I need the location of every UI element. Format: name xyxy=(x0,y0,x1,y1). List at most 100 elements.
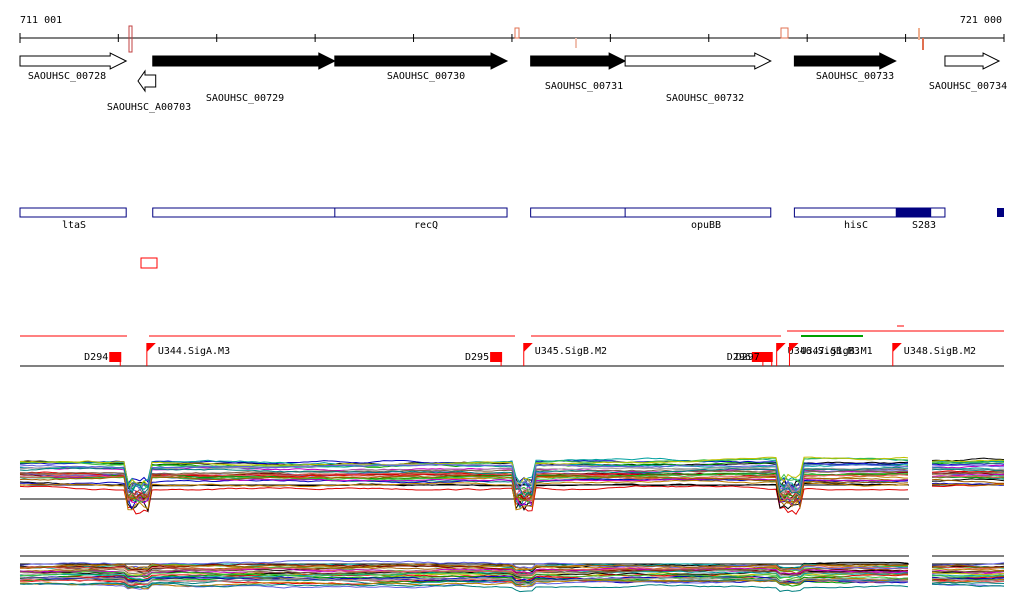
gene-label: SAOUHSC_00730 xyxy=(387,71,465,82)
feature-edge-block xyxy=(997,208,1004,217)
gene-track: SAOUHSC_00728 SAOUHSC_A00703 SAOUHSC_00729… xyxy=(19,52,1007,113)
feature-opubb[interactable] xyxy=(530,207,772,218)
expression-profile-line xyxy=(931,483,1005,486)
gene-arrow-saouhsc_00728[interactable] xyxy=(19,52,128,70)
gene-arrow-saouhsc_00731[interactable] xyxy=(530,52,627,70)
expression-profile-line xyxy=(19,568,909,577)
feature-label: hisC xyxy=(844,220,868,231)
tu-promoter-flag[interactable] xyxy=(776,343,786,352)
expression-profile-line xyxy=(19,578,909,590)
tu-promoter-flag[interactable] xyxy=(892,343,902,352)
gene-label: SAOUHSC_A00703 xyxy=(107,102,191,113)
feature-label: recQ xyxy=(414,220,438,231)
gene-arrow-saouhsc_00732[interactable] xyxy=(624,52,772,70)
ruler-marker xyxy=(780,27,789,39)
feature-track: ltaS recQ opuBB hisC S283 xyxy=(19,207,1004,231)
expression-profile-line xyxy=(931,583,1005,588)
expression-profile-line xyxy=(931,461,1004,464)
expression-profile-line xyxy=(19,574,909,583)
expression-profile-line xyxy=(931,564,1005,569)
tu-label: U347.SigB.M1 xyxy=(800,346,872,357)
gene-arrow-saouhsc_00730[interactable] xyxy=(334,52,509,70)
expression-profile-line xyxy=(20,574,909,583)
expression-profile-line xyxy=(19,582,909,593)
feature-label: ltaS xyxy=(62,220,86,231)
ruler-marker xyxy=(918,28,920,40)
expression-profile-line xyxy=(931,475,1005,479)
expression-profile-line xyxy=(931,473,1005,477)
feature-marker-box xyxy=(140,257,158,269)
expression-profile-upper xyxy=(19,456,1005,515)
expression-profile-line xyxy=(931,471,1005,475)
tu-promoter-flag[interactable] xyxy=(146,343,156,352)
gene-label: SAOUHSC_00729 xyxy=(206,93,284,104)
expression-profile-line xyxy=(931,478,1004,484)
tu-promoter-flag[interactable] xyxy=(789,343,799,352)
tu-terminator-block[interactable] xyxy=(751,352,764,362)
expression-profile-line xyxy=(20,472,909,503)
feature-ltas[interactable] xyxy=(19,207,127,218)
expression-profile-line xyxy=(19,563,908,570)
expression-profile-line xyxy=(19,469,909,501)
expression-profile-line xyxy=(19,576,909,585)
expression-profile-line xyxy=(19,485,909,515)
tu-promoter-flag[interactable] xyxy=(523,343,533,352)
tu-label: U348.SigB.M2 xyxy=(904,346,976,357)
tu-label: D296 xyxy=(727,352,751,363)
tu-terminator-block[interactable] xyxy=(490,352,503,362)
coordinate-ruler: 711 001 721 000 xyxy=(19,15,1005,53)
expression-profile-line xyxy=(19,481,909,513)
expression-profile-line xyxy=(931,570,1005,573)
expression-profile-line xyxy=(931,464,1005,468)
expression-profile-line xyxy=(932,562,1005,567)
tu-label: D294 xyxy=(84,352,108,363)
transcription-unit-track: D294 U344.SigA.M3 D295 U345.SigB.M2 D296D297… xyxy=(20,325,1004,367)
expression-profile-line xyxy=(19,479,909,511)
ruler-marker xyxy=(128,25,133,53)
gene-label: SAOUHSC_00728 xyxy=(28,71,106,82)
gene-arrow-saouhsc_00729[interactable] xyxy=(152,52,336,70)
gene-label: SAOUHSC_00734 xyxy=(929,81,1007,92)
expression-profile-line xyxy=(931,459,1005,463)
gene-label: SAOUHSC_00731 xyxy=(545,81,623,92)
expression-profile-line xyxy=(931,568,1005,572)
expression-profile-line xyxy=(931,569,1005,574)
ruler-end-label: 721 000 xyxy=(960,15,1002,26)
expression-profile-line xyxy=(931,468,1005,472)
expression-profile-line xyxy=(19,567,909,574)
expression-profile-line xyxy=(19,474,909,510)
expression-profile-line xyxy=(931,571,1005,576)
ruler-marker xyxy=(922,38,924,50)
tu-label: D295 xyxy=(465,352,489,363)
expression-profile-line xyxy=(931,469,1005,473)
expression-profile-line xyxy=(931,464,1005,469)
expression-profile-line xyxy=(19,571,909,580)
ruler-marker xyxy=(514,27,520,39)
feature-recq[interactable] xyxy=(152,207,508,218)
expression-profile-line xyxy=(931,575,1005,578)
tu-label: U344.SigA.M3 xyxy=(158,346,230,357)
feature-s283[interactable] xyxy=(895,208,932,217)
expression-profile-line xyxy=(19,567,909,578)
gene-arrow-saouhsc_a00703[interactable] xyxy=(137,69,157,93)
tu-label: D297 xyxy=(736,352,760,363)
tu-label: U345.SigB.M2 xyxy=(535,346,607,357)
expression-profile-line xyxy=(19,463,909,494)
tu-terminator-block[interactable] xyxy=(760,352,773,362)
gene-arrow-saouhsc_00733[interactable] xyxy=(793,52,897,70)
expression-profile-line xyxy=(931,581,1005,584)
feature-hisc[interactable] xyxy=(793,207,946,218)
ruler-ticks xyxy=(19,33,1005,43)
tu-terminator-block[interactable] xyxy=(109,352,122,362)
feature-label: opuBB xyxy=(691,220,721,231)
expression-profile-line xyxy=(19,457,909,489)
expression-profile-line xyxy=(19,478,909,511)
gene-label: SAOUHSC_00733 xyxy=(816,71,894,82)
feature-label: S283 xyxy=(912,220,936,231)
ruler-marker xyxy=(575,38,577,48)
ruler-start-label: 711 001 xyxy=(20,15,62,26)
expression-profile-lower xyxy=(19,555,1005,593)
gene-arrow-saouhsc_00734[interactable] xyxy=(944,52,1001,70)
tu-label: U346.SigB.M3 xyxy=(788,346,860,357)
